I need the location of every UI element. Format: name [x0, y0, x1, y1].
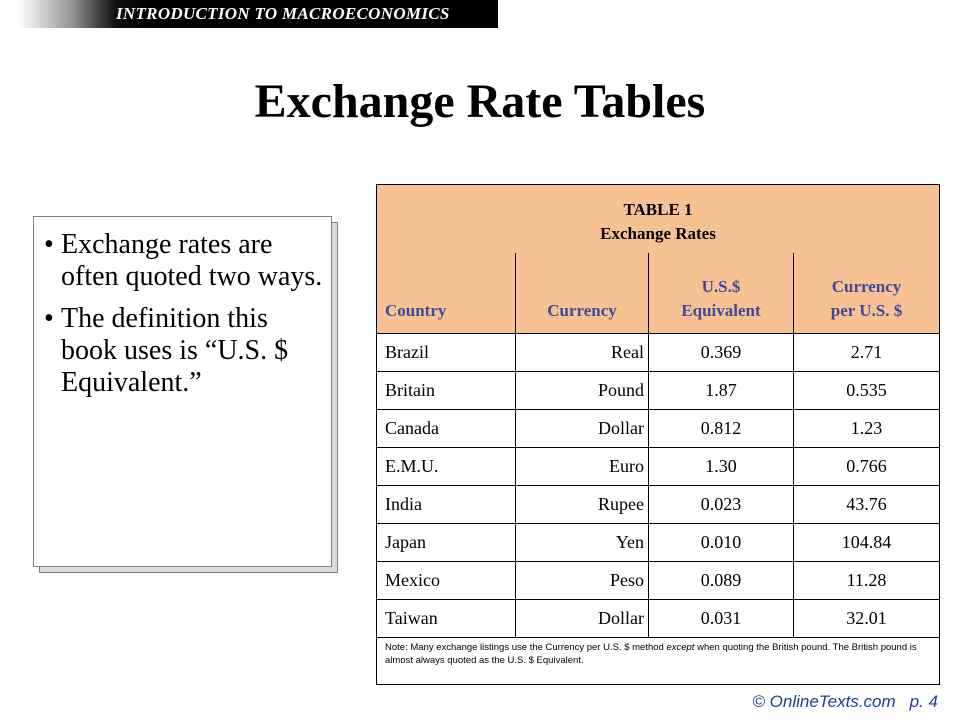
header-usd-equivalent: U.S.$ Equivalent: [648, 253, 794, 334]
header-banner: INTRODUCTION TO MACROECONOMICS: [0, 0, 498, 28]
cell-country: Britain: [376, 371, 516, 410]
table-note-prefix: Note: Many exchange listings use the Cur…: [385, 642, 667, 653]
cell-usd-equivalent: 0.089: [648, 561, 794, 600]
table-caption-number: TABLE 1: [623, 200, 693, 219]
table-row: Britain Pound 1.87 0.535: [376, 371, 941, 410]
header-country: Country: [376, 253, 516, 334]
bullet-box: • Exchange rates are often quoted two way…: [33, 216, 332, 567]
bullet-text: Exchange rates are often quoted two ways…: [61, 229, 323, 292]
header-usd-equivalent-line2: Equivalent: [681, 301, 761, 320]
exchange-rate-table: TABLE 1 Exchange Rates Country Currency …: [375, 184, 941, 685]
cell-usd-equivalent: 0.031: [648, 599, 794, 638]
header-currency-per-usd: Currency per U.S. $: [792, 253, 941, 334]
cell-country: Brazil: [376, 333, 516, 372]
table-row: Brazil Real 0.369 2.71: [376, 333, 941, 372]
cell-country: India: [376, 485, 516, 524]
cell-country: Mexico: [376, 561, 516, 600]
page-title: Exchange Rate Tables: [254, 75, 706, 128]
header-currency-per-usd-line2: per U.S. $: [830, 301, 903, 320]
cell-per-usd: 32.01: [792, 599, 941, 638]
cell-usd-equivalent: 1.30: [648, 447, 794, 486]
cell-currency: Peso: [515, 561, 649, 600]
header-currency: Currency: [515, 253, 649, 334]
table-header-row: Country Currency U.S.$ Equivalent Curren…: [376, 253, 941, 334]
cell-currency: Euro: [515, 447, 649, 486]
bullet-dot-icon: •: [44, 229, 54, 260]
cell-usd-equivalent: 0.023: [648, 485, 794, 524]
footer-page-number: p. 4: [909, 692, 938, 711]
bullet-list: • Exchange rates are often quoted two way…: [34, 217, 331, 399]
footer-copyright: © OnlineTexts.com: [752, 692, 896, 711]
cell-per-usd: 0.535: [792, 371, 941, 410]
banner-title: INTRODUCTION TO MACROECONOMICS: [116, 4, 450, 23]
bullet-item: • The definition this book uses is “U.S. …: [34, 303, 331, 399]
header-currency-per-usd-line1: Currency: [831, 277, 902, 296]
cell-usd-equivalent: 0.010: [648, 523, 794, 562]
cell-country: Taiwan: [376, 599, 516, 638]
cell-currency: Dollar: [515, 409, 649, 448]
cell-currency: Rupee: [515, 485, 649, 524]
cell-per-usd: 11.28: [792, 561, 941, 600]
cell-country: Canada: [376, 409, 516, 448]
table-row: E.M.U. Euro 1.30 0.766: [376, 447, 941, 486]
cell-usd-equivalent: 1.87: [648, 371, 794, 410]
table-row: Mexico Peso 0.089 11.28: [376, 561, 941, 600]
header-usd-equivalent-line1: U.S.$: [701, 277, 741, 296]
cell-per-usd: 0.766: [792, 447, 941, 486]
table-caption-title: Exchange Rates: [600, 224, 716, 243]
cell-per-usd: 2.71: [792, 333, 941, 372]
cell-country: E.M.U.: [376, 447, 516, 486]
cell-currency: Pound: [515, 371, 649, 410]
cell-per-usd: 104.84: [792, 523, 941, 562]
cell-country: Japan: [376, 523, 516, 562]
table-note-suffix: when quoting the British pound. The Brit…: [385, 642, 917, 666]
bullet-dot-icon: •: [44, 303, 54, 334]
cell-currency: Real: [515, 333, 649, 372]
cell-usd-equivalent: 0.369: [648, 333, 794, 372]
table-row: Taiwan Dollar 0.031 32.01: [376, 599, 941, 638]
table-caption-row: TABLE 1 Exchange Rates: [375, 184, 941, 253]
cell-usd-equivalent: 0.812: [648, 409, 794, 448]
table-row: Canada Dollar 0.812 1.23: [376, 409, 941, 448]
table-note: Note: Many exchange listings use the Cur…: [375, 637, 941, 685]
bullet-item: • Exchange rates are often quoted two way…: [34, 229, 331, 293]
cell-per-usd: 43.76: [792, 485, 941, 524]
footer: © OnlineTexts.com p. 4: [752, 692, 938, 712]
table-row: Japan Yen 0.010 104.84: [376, 523, 941, 562]
bullet-text: The definition this book uses is “U.S. $…: [61, 303, 289, 398]
table-row: India Rupee 0.023 43.76: [376, 485, 941, 524]
table-note-emphasis: except: [666, 642, 695, 653]
table-note-row: Note: Many exchange listings use the Cur…: [375, 637, 941, 685]
exchange-rate-table-wrapper: TABLE 1 Exchange Rates Country Currency …: [375, 184, 941, 685]
cell-per-usd: 1.23: [792, 409, 941, 448]
table-caption: TABLE 1 Exchange Rates: [375, 184, 941, 253]
cell-currency: Dollar: [515, 599, 649, 638]
cell-currency: Yen: [515, 523, 649, 562]
